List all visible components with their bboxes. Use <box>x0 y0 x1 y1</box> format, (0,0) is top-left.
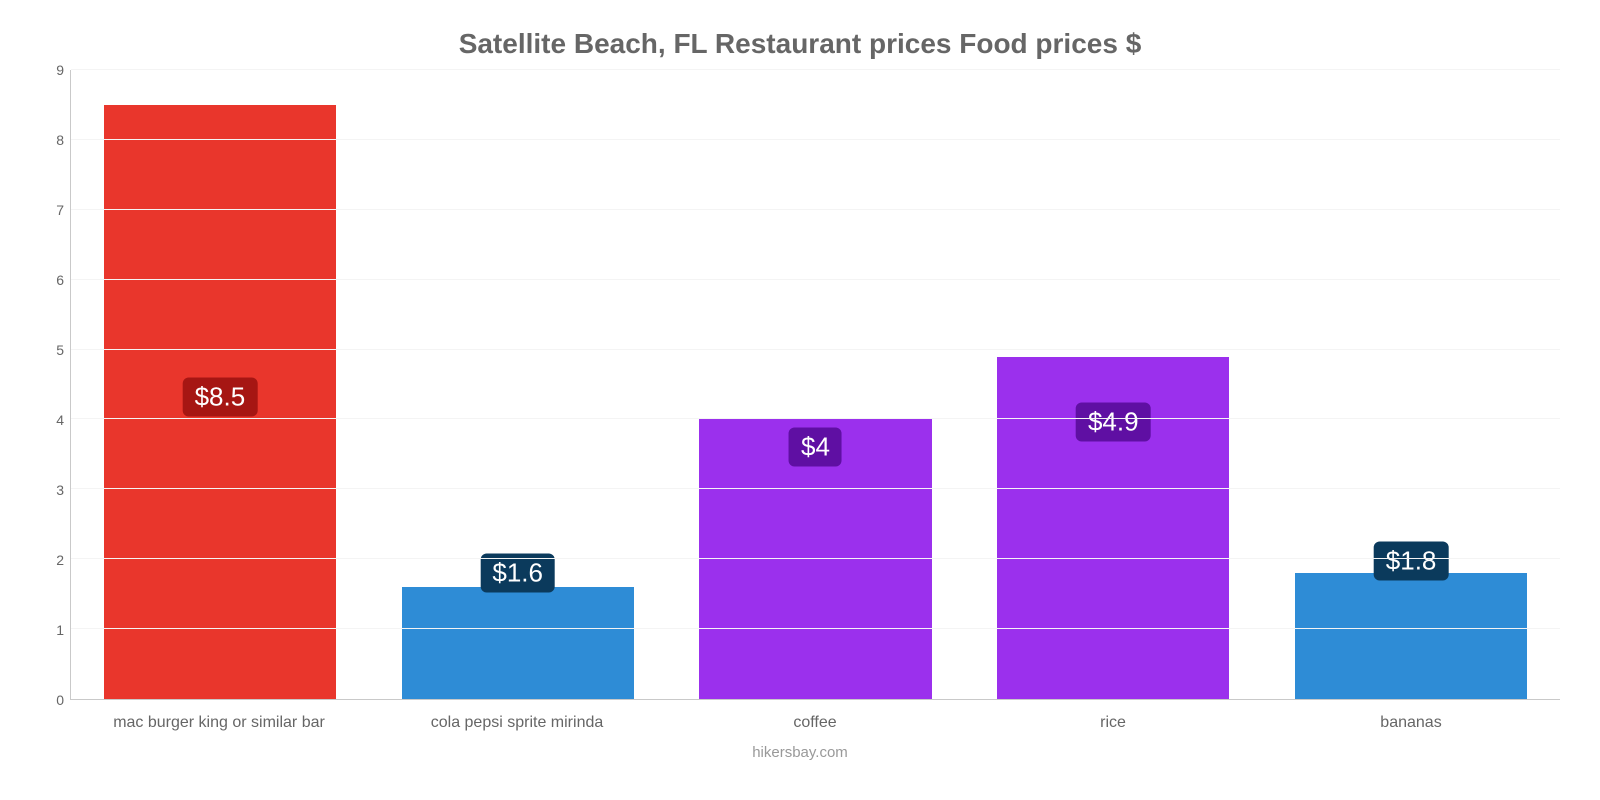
plot-area: 0123456789 $8.5$1.6$4$4.9$1.8 <box>40 70 1560 700</box>
bar-slot: $1.8 <box>1262 70 1560 699</box>
bar-slot: $4.9 <box>964 70 1262 699</box>
x-tick-label: coffee <box>666 700 964 732</box>
x-tick-label: bananas <box>1262 700 1560 732</box>
bars-container: $8.5 $1.6 $4 $4.9 $1.8 <box>71 70 1560 699</box>
y-tick-label: 8 <box>56 132 64 148</box>
value-badge: $1.6 <box>480 554 555 593</box>
value-badge: $4 <box>789 428 842 467</box>
bar <box>402 587 634 699</box>
value-badge: $8.5 <box>183 378 258 417</box>
bar <box>1295 573 1527 699</box>
chart-source: hikersbay.com <box>40 732 1560 761</box>
y-tick-label: 9 <box>56 62 64 78</box>
gridline <box>71 139 1560 140</box>
gridline <box>71 418 1560 419</box>
plot-region: $8.5 $1.6 $4 $4.9 $1.8 <box>70 70 1560 700</box>
y-tick-label: 7 <box>56 202 64 218</box>
x-tick-label: cola pepsi sprite mirinda <box>368 700 666 732</box>
y-tick-label: 2 <box>56 552 64 568</box>
gridline <box>71 69 1560 70</box>
gridline <box>71 628 1560 629</box>
gridline <box>71 558 1560 559</box>
bar-slot: $1.6 <box>369 70 667 699</box>
y-tick-label: 1 <box>56 622 64 638</box>
y-tick-label: 3 <box>56 482 64 498</box>
gridline <box>71 279 1560 280</box>
y-tick-label: 0 <box>56 692 64 708</box>
gridline <box>71 349 1560 350</box>
gridline <box>71 488 1560 489</box>
y-tick-label: 6 <box>56 272 64 288</box>
chart-title: Satellite Beach, FL Restaurant prices Fo… <box>40 10 1560 70</box>
y-tick-label: 5 <box>56 342 64 358</box>
x-tick-label: mac burger king or similar bar <box>70 700 368 732</box>
x-tick-label: rice <box>964 700 1262 732</box>
y-tick-label: 4 <box>56 412 64 428</box>
y-axis: 0123456789 <box>40 70 70 700</box>
bar-slot: $8.5 <box>71 70 369 699</box>
value-badge: $1.8 <box>1374 541 1449 580</box>
price-bar-chart: Satellite Beach, FL Restaurant prices Fo… <box>0 0 1600 800</box>
gridline <box>71 209 1560 210</box>
value-badge: $4.9 <box>1076 403 1151 442</box>
x-axis: mac burger king or similar barcola pepsi… <box>70 700 1560 732</box>
bar-slot: $4 <box>667 70 965 699</box>
